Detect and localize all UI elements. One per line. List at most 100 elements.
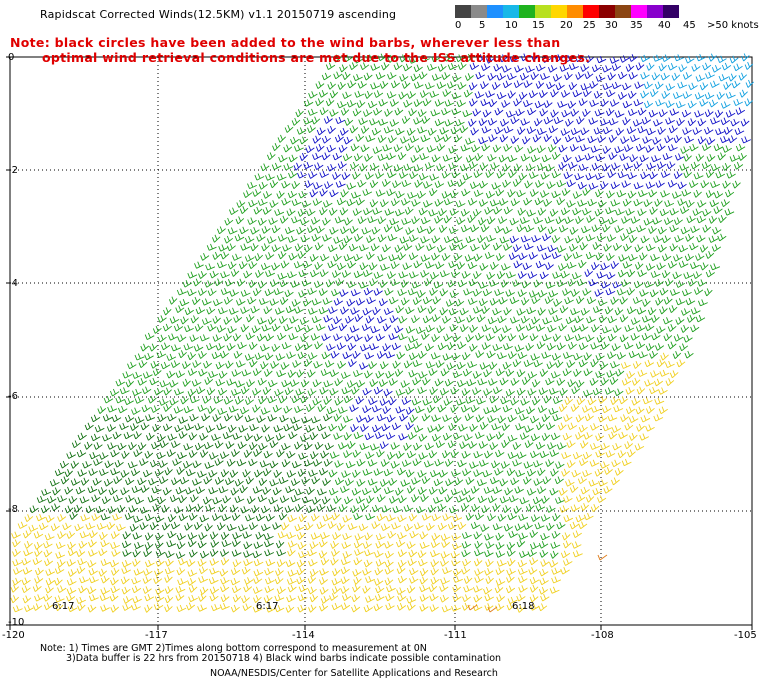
legend-swatch — [583, 5, 599, 18]
wind-barb — [627, 449, 636, 458]
wind-barb — [465, 155, 475, 163]
wind-barb — [541, 55, 552, 63]
wind-barb — [457, 279, 468, 288]
wind-barb — [252, 605, 263, 613]
wind-barb — [243, 541, 253, 550]
wind-barb — [575, 72, 585, 80]
wind-barb — [377, 53, 387, 62]
wind-barb — [231, 253, 242, 261]
wind-barb — [704, 127, 714, 135]
wind-barb — [324, 360, 335, 368]
wind-barb — [645, 323, 655, 332]
wind-barb — [99, 594, 110, 602]
wind-barb — [735, 143, 746, 152]
wind-barb — [607, 333, 617, 342]
wind-barb — [380, 459, 390, 467]
wind-barb — [634, 443, 645, 451]
wind-barb — [657, 226, 667, 235]
wind-barb — [537, 290, 548, 298]
wind-barb — [654, 279, 664, 287]
wind-barb — [431, 334, 440, 343]
wind-barb — [421, 115, 431, 124]
wind-barb — [651, 155, 662, 163]
wind-barb — [594, 289, 604, 297]
wind-barb — [513, 80, 523, 89]
wind-barb — [268, 496, 278, 505]
wind-barb — [606, 234, 617, 242]
wind-barb — [570, 325, 581, 333]
wind-barb — [669, 370, 679, 379]
wind-barb — [419, 531, 429, 540]
wind-barb — [712, 226, 722, 235]
wind-barb — [340, 371, 351, 379]
wind-barb — [496, 170, 506, 179]
wind-barb — [461, 271, 471, 279]
wind-barb — [112, 513, 123, 521]
wind-barb — [590, 145, 601, 153]
wind-barb — [219, 602, 230, 611]
wind-barb — [187, 569, 198, 577]
wind-barb — [120, 576, 130, 585]
wind-barb — [429, 188, 438, 197]
wind-barb — [134, 396, 145, 404]
wind-barb — [509, 296, 520, 305]
wind-barb — [307, 287, 317, 295]
wind-barb — [199, 586, 209, 595]
wind-barb — [446, 342, 456, 351]
wind-barb — [68, 496, 78, 504]
wind-barb — [263, 540, 274, 548]
wind-barb — [566, 460, 576, 469]
wind-barb — [169, 316, 180, 324]
wind-barb — [283, 423, 293, 432]
wind-barb — [650, 370, 660, 378]
wind-barb — [261, 324, 272, 332]
wind-barb — [298, 584, 309, 593]
wind-barb — [328, 423, 338, 432]
wind-barb — [564, 397, 574, 406]
wind-barb — [85, 505, 95, 514]
wind-barb — [388, 333, 399, 341]
wind-barb — [67, 604, 78, 613]
wind-barb — [598, 479, 608, 487]
wind-barb — [409, 135, 420, 143]
wind-barb — [323, 315, 333, 323]
wind-barb — [651, 72, 661, 81]
wind-barb — [422, 296, 433, 305]
wind-barb — [643, 199, 653, 207]
wind-barb — [481, 126, 492, 134]
wind-barb — [347, 80, 357, 89]
wind-barb — [406, 91, 416, 99]
wind-barb — [543, 395, 552, 404]
wind-barb — [713, 190, 724, 199]
wind-barb — [417, 486, 427, 495]
wind-barb — [132, 371, 142, 379]
wind-barb — [601, 405, 612, 414]
wind-barb — [673, 135, 682, 144]
wind-barb — [336, 262, 347, 271]
wind-barb — [602, 145, 612, 154]
wind-barb — [300, 379, 310, 388]
wind-barb — [669, 108, 680, 116]
wind-barb — [585, 234, 596, 242]
wind-barb — [274, 208, 285, 216]
wind-barb — [139, 506, 150, 514]
wind-barb — [329, 388, 339, 396]
wind-barb — [567, 341, 577, 350]
wind-barb — [556, 377, 566, 386]
wind-barb — [369, 343, 380, 351]
wind-barb — [502, 343, 513, 351]
wind-barb — [120, 470, 130, 478]
wind-barb — [237, 341, 247, 350]
wind-barb — [312, 152, 322, 160]
wind-barb — [636, 307, 647, 315]
wind-barb — [665, 117, 675, 125]
wind-barb — [158, 398, 169, 406]
wind-barb — [571, 386, 581, 395]
wind-barb — [348, 243, 359, 252]
wind-barb — [262, 207, 272, 215]
wind-barb — [253, 206, 263, 215]
wind-barb — [561, 109, 571, 118]
wind-barb — [434, 134, 444, 143]
wind-barb — [608, 118, 619, 126]
wind-barb — [653, 414, 664, 422]
